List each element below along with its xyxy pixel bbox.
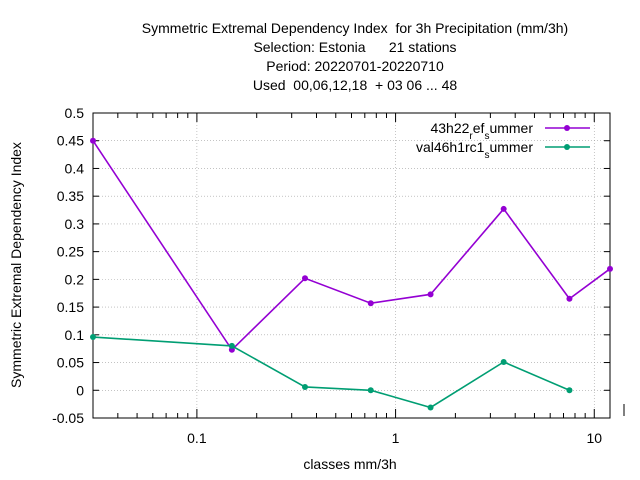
series-point [427, 404, 434, 411]
x-tick-label: 1 [392, 430, 400, 446]
series [90, 137, 613, 411]
legend-marker [564, 125, 570, 131]
y-tick-label: 0.25 [57, 244, 84, 260]
chart-title-line-3: Period: 20220701-20220710 [266, 58, 444, 74]
y-tick-label: 0.1 [65, 327, 85, 343]
legend-entry: val46h1rc1summer [416, 139, 590, 161]
series-point [566, 295, 573, 302]
y-tick-label: 0.4 [65, 160, 85, 176]
legend-label-part: ummer [489, 139, 533, 155]
legend-label: 43h22refsummer [430, 120, 533, 142]
y-tick-label: 0.45 [57, 133, 84, 149]
y-tick-label: 0.2 [65, 271, 85, 287]
series-point [607, 265, 613, 272]
x-tick-label: 10 [586, 430, 602, 446]
x-tick-label: 0.1 [187, 430, 207, 446]
series-point [500, 205, 507, 212]
legend-label-part: val46h1rc1 [416, 139, 485, 155]
y-tick-label: 0.5 [65, 105, 85, 121]
plot-border [92, 112, 611, 419]
series-point [228, 342, 235, 349]
series-point [367, 300, 374, 307]
legend-marker [564, 144, 570, 150]
y-tick-label: 0.3 [65, 216, 85, 232]
series-point [301, 383, 308, 390]
grid [93, 113, 610, 418]
y-tick-label: -0.05 [52, 410, 84, 426]
axes: -0.05 0 0.05 0.1 0.15 0.2 0.25 0.3 0.35 0.4 0.45 0.… [52, 105, 625, 446]
legend-label-subscript: r [469, 131, 473, 142]
legend-label: val46h1rc1summer [416, 139, 533, 161]
series-point [367, 387, 374, 394]
y-tick-label: 0.15 [57, 299, 84, 315]
y-tick-label: 0.35 [57, 188, 84, 204]
series-point [500, 358, 507, 365]
legend-label-part: ummer [489, 120, 533, 136]
legend-label-part: ef [473, 120, 485, 136]
series-point [90, 334, 96, 341]
legend-label-subscript: s [484, 150, 489, 161]
series-line [92, 140, 611, 352]
y-tick-label: 0.05 [57, 355, 84, 371]
series-point [427, 291, 434, 298]
x-axis-label: classes mm/3h [303, 456, 397, 472]
chart-title-line-1: Symmetric Extremal Dependency Index for … [141, 20, 569, 36]
series-point [301, 275, 308, 282]
series-point [90, 137, 96, 144]
chart-title-line-4: Used 00,06,12,18 + 03 06 ... 48 [252, 77, 458, 93]
series-line [92, 336, 570, 409]
y-tick-label: 0 [76, 382, 84, 398]
legend-label-part: 43h22 [430, 120, 469, 136]
legend-entry: 43h22refsummer [430, 120, 590, 142]
series-point [566, 387, 573, 394]
legend-label-subscript: s [484, 131, 489, 142]
chart-title-line-2: Selection: Estonia 21 stations [253, 39, 457, 55]
